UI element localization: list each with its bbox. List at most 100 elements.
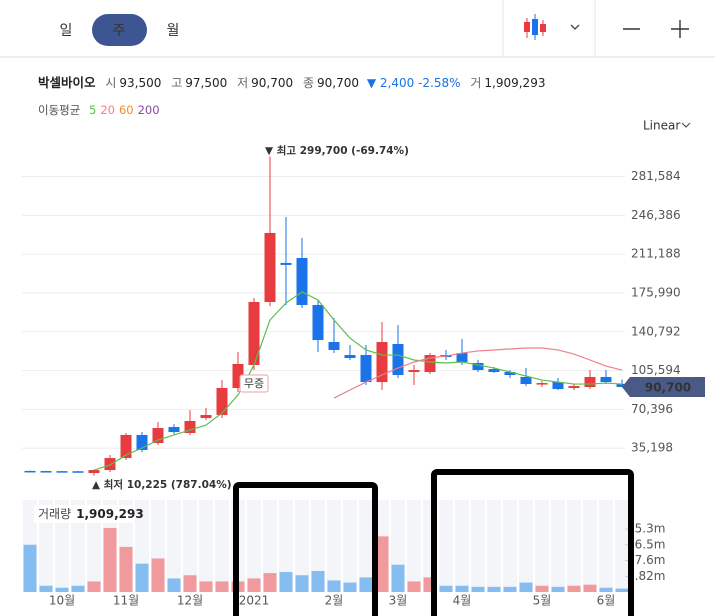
dropdown-chevron[interactable] — [570, 24, 580, 30]
candle-body — [616, 383, 628, 388]
tab-selected-bg — [92, 14, 147, 46]
candle-body — [264, 232, 276, 302]
last-price-label: 90,700 — [645, 381, 691, 395]
volume-bar — [71, 585, 85, 592]
volume-stripe — [455, 500, 469, 592]
quote-label: 고 — [171, 76, 182, 90]
low-annotation: ▲ 최저 10,225 (787.04%) — [92, 478, 232, 491]
volume-bar — [263, 573, 277, 592]
y-tick-label: 35,198 — [631, 441, 673, 455]
volume-stripe — [295, 500, 309, 592]
chart-type-button[interactable] — [524, 14, 546, 40]
candle-body — [552, 382, 564, 390]
volume-stripe — [487, 500, 501, 592]
volume-bar — [487, 586, 501, 592]
ma-line — [333, 347, 623, 399]
volume-bar — [135, 563, 149, 592]
quote-label: 시 — [105, 76, 116, 90]
zoom-in-button[interactable] — [671, 20, 689, 38]
volume-bar — [439, 585, 453, 592]
volume-stripe — [247, 500, 261, 592]
volume-tick-label: 17.6m — [627, 553, 665, 567]
candle-body — [584, 376, 596, 388]
volume-bar — [87, 581, 101, 592]
volume-bar — [311, 570, 325, 592]
ma-legend: 이동평균 5 20 60 200 — [38, 103, 160, 117]
volume-bar — [583, 584, 597, 592]
candle-body — [200, 415, 212, 419]
volume-bar — [503, 586, 517, 592]
ma-legend-item: 20 — [100, 103, 115, 117]
last-price-tag — [622, 377, 705, 398]
candle-body — [328, 342, 340, 350]
volume-stripe — [327, 500, 341, 592]
volume-stripe — [551, 500, 565, 592]
volume-bar — [519, 582, 533, 592]
candle-body — [280, 262, 292, 265]
volume-tick-label: 35.3m — [627, 522, 665, 536]
quote-value: 93,500 — [119, 76, 161, 90]
candle-body — [504, 372, 516, 375]
candle-body — [136, 434, 148, 450]
volume-title: 거래량 — [38, 507, 71, 521]
event-badge — [239, 374, 269, 393]
candle-body — [216, 388, 228, 416]
volume-stripe — [279, 500, 293, 592]
volume-bar — [279, 572, 293, 592]
candle-body — [600, 376, 612, 383]
volume-stripe — [199, 500, 213, 592]
volume-bar — [327, 580, 341, 592]
candle-body — [88, 470, 100, 474]
volume-bar — [615, 588, 629, 592]
volume-bar — [247, 578, 261, 592]
volume-stripe — [215, 500, 229, 592]
volume-bar — [567, 585, 581, 592]
y-tick-label: 175,990 — [631, 285, 681, 299]
x-tick-label: 4월 — [453, 594, 472, 608]
y-tick-label: 246,386 — [631, 208, 681, 222]
ma-legend-item: 200 — [138, 103, 160, 117]
event-annotation: 무증 — [244, 377, 264, 390]
x-tick-label: 10월 — [49, 594, 75, 608]
candle-body — [232, 363, 244, 389]
volume-stripe — [183, 500, 197, 592]
x-tick-label: 12월 — [177, 594, 203, 608]
volume-bar — [55, 587, 69, 592]
x-tick-label: 2월 — [325, 594, 344, 608]
candle-body — [472, 362, 484, 371]
volume-stripe — [439, 500, 453, 592]
y-tick-label: 140,792 — [631, 324, 681, 338]
volume-bar — [23, 544, 37, 592]
candle-body — [40, 471, 52, 473]
scale-menu[interactable]: Linear — [643, 119, 691, 133]
tab[interactable]: 일 — [60, 23, 73, 39]
x-tick-label: 3월 — [389, 594, 408, 608]
candle-body — [24, 470, 36, 473]
tab[interactable]: 월 — [167, 23, 180, 39]
x-tick-label: 5월 — [533, 594, 552, 608]
volume-bar — [407, 581, 421, 592]
candle-body — [104, 458, 116, 471]
tab[interactable]: 주 — [113, 23, 126, 39]
volume-bar — [343, 582, 357, 592]
quote-label: 종 — [303, 76, 314, 90]
scale-menu-label[interactable]: Linear — [643, 119, 680, 133]
x-tick-label: 11월 — [113, 594, 139, 608]
highlight-box — [233, 482, 378, 616]
volume-bar — [471, 586, 485, 592]
volume-stripe — [263, 500, 277, 592]
volume-bar — [295, 575, 309, 592]
volume-bar — [183, 575, 197, 592]
candle-body — [248, 301, 260, 365]
volume-stripe — [343, 500, 357, 592]
volume-stripe — [359, 500, 373, 592]
quote-value: 1,909,293 — [484, 76, 545, 90]
candle-body — [312, 304, 324, 341]
candle-body — [520, 376, 532, 385]
candle-body — [408, 370, 420, 373]
volume-bar — [535, 585, 549, 592]
y-tick-label: 211,188 — [631, 247, 681, 261]
candle-body — [296, 257, 308, 305]
